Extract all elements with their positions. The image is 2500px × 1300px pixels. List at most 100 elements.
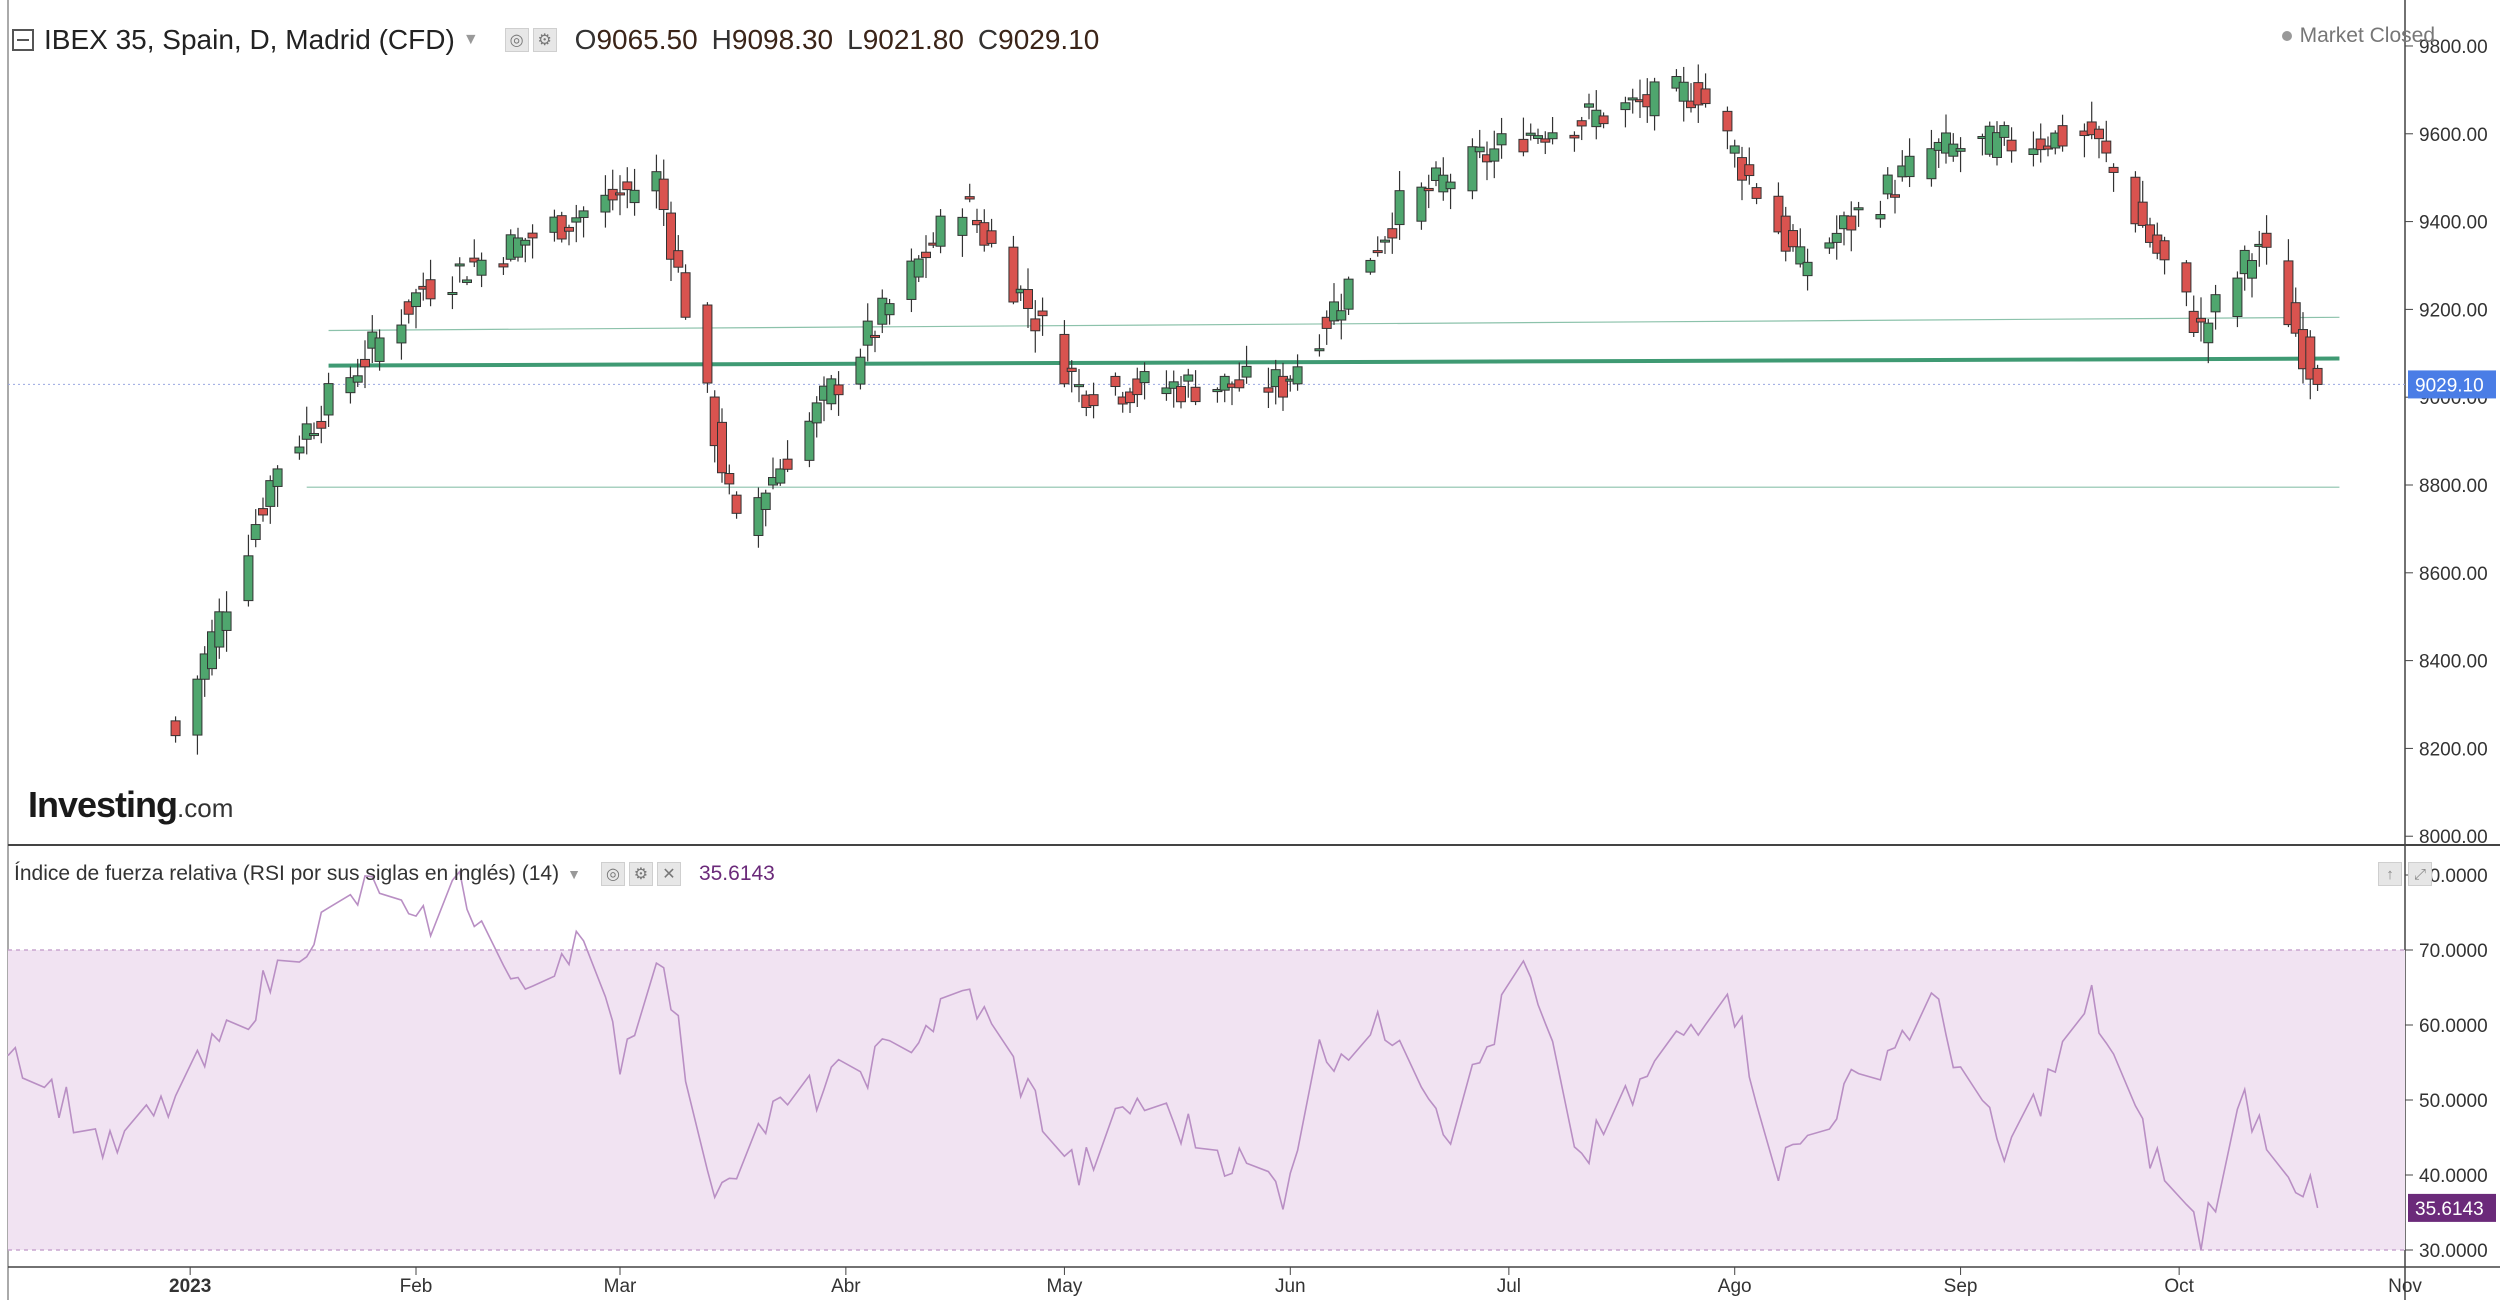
- candle: [658, 159, 669, 226]
- candle: [170, 716, 181, 743]
- candle-body: [1875, 214, 1886, 220]
- last-price-tag-text: 9029.10: [2415, 375, 2484, 396]
- candle: [2203, 318, 2214, 364]
- candle: [1678, 66, 1689, 122]
- candle-body: [753, 497, 764, 536]
- candle-body: [1525, 132, 1536, 136]
- candle: [775, 459, 786, 486]
- candle: [447, 276, 458, 310]
- candle-body: [1059, 333, 1070, 385]
- candle-body: [666, 212, 676, 260]
- candle-body: [1926, 148, 1937, 180]
- collapse-toggle-icon[interactable]: [12, 29, 34, 51]
- candle: [811, 396, 822, 438]
- candle: [1125, 387, 1135, 413]
- candle: [323, 372, 334, 427]
- candle-body: [2290, 302, 2301, 334]
- candle: [1846, 201, 1857, 252]
- candle-body: [600, 194, 611, 213]
- candle: [1219, 373, 1230, 403]
- rsi-title: Índice de fuerza relativa (RSI por sus s…: [14, 862, 560, 885]
- maximize-icon[interactable]: ⤢: [2408, 862, 2432, 886]
- candle-body: [1372, 250, 1383, 254]
- rsi-tick-label: 80.0000: [2419, 866, 2488, 887]
- candle: [600, 175, 611, 228]
- time-tick-label: 2023: [169, 1276, 211, 1297]
- candle: [462, 276, 472, 286]
- candle: [1445, 173, 1456, 210]
- close-icon[interactable]: ✕: [656, 862, 681, 886]
- price-tick-label: 8000.00: [2419, 827, 2488, 848]
- candle-body: [243, 555, 254, 602]
- time-tick-label: Jun: [1275, 1276, 1306, 1297]
- candle-body: [1074, 384, 1084, 388]
- candle-body: [1700, 88, 1711, 105]
- candle-body: [462, 279, 472, 283]
- candle-body: [1183, 374, 1194, 382]
- candle: [1088, 382, 1099, 419]
- candle: [1023, 268, 1033, 328]
- candle: [709, 390, 720, 463]
- candle: [1882, 167, 1893, 200]
- candle: [1263, 367, 1274, 409]
- candle-body: [1729, 145, 1740, 154]
- candle: [1030, 300, 1041, 353]
- candle: [782, 440, 793, 473]
- candle-body: [1394, 190, 1405, 226]
- candle-body: [1795, 246, 1806, 265]
- candle-body: [476, 259, 487, 276]
- candle: [1999, 121, 2010, 146]
- candle: [870, 330, 880, 353]
- candle-body: [804, 420, 815, 461]
- candle: [804, 412, 815, 468]
- candle: [1890, 179, 1900, 214]
- logo-suffix-text: .com: [177, 793, 234, 823]
- candle: [1955, 137, 1966, 173]
- candle: [622, 167, 633, 209]
- chevron-down-icon[interactable]: ▼: [462, 31, 479, 48]
- candle: [2232, 271, 2243, 328]
- candle: [760, 489, 771, 527]
- candle-body: [1292, 366, 1303, 385]
- price-tick-label: 8800.00: [2419, 476, 2488, 497]
- candle-body: [2035, 138, 2046, 151]
- candle: [1234, 362, 1245, 392]
- candle: [454, 257, 465, 283]
- candle-body: [2057, 125, 2068, 147]
- candle-body: [1751, 187, 1762, 199]
- candle-body: [2130, 176, 2141, 225]
- candle-body: [782, 458, 793, 470]
- candle: [1649, 77, 1660, 131]
- candle: [1241, 345, 1252, 384]
- candle-body: [717, 421, 727, 474]
- candle: [1161, 370, 1172, 401]
- candle-body: [1445, 181, 1456, 190]
- candle: [1992, 121, 2002, 166]
- gear-icon[interactable]: ⚙: [628, 862, 653, 886]
- candle: [1176, 375, 1186, 409]
- candle-body: [2094, 128, 2104, 140]
- gear-icon[interactable]: ⚙: [532, 28, 557, 52]
- eye-icon[interactable]: ◎: [600, 862, 625, 886]
- candle-body: [913, 258, 924, 278]
- candle: [1584, 93, 1594, 120]
- candle: [1751, 183, 1762, 205]
- candle: [724, 464, 735, 495]
- candle-body: [294, 446, 305, 454]
- candle: [1788, 224, 1798, 252]
- candle: [1168, 370, 1179, 408]
- candle: [964, 183, 975, 203]
- arrow-up-icon[interactable]: ↑: [2378, 862, 2402, 886]
- candle-body: [2196, 317, 2206, 323]
- candle: [2247, 253, 2257, 298]
- candle-body: [1234, 379, 1245, 389]
- candle: [1525, 123, 1536, 141]
- candle-body: [1474, 146, 1485, 153]
- price-tick-label: 9400.00: [2419, 213, 2488, 234]
- candle-body: [1110, 375, 1121, 388]
- candle-body: [1219, 375, 1230, 391]
- eye-icon[interactable]: ◎: [504, 28, 529, 52]
- chevron-down-icon[interactable]: ▼: [567, 866, 581, 882]
